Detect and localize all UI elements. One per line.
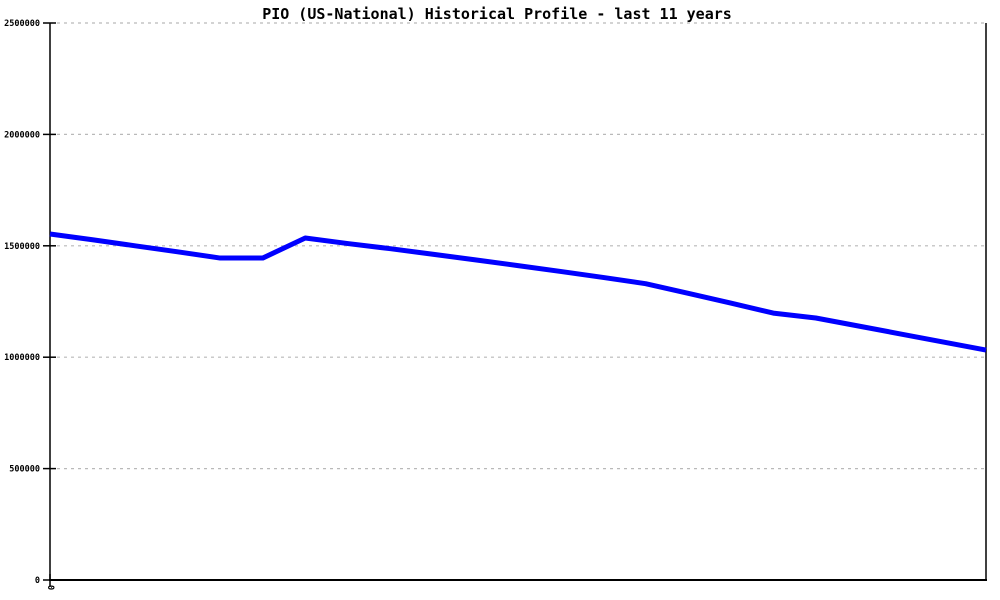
y-tick-label: 2000000 (4, 130, 40, 140)
y-tick-label: 0 (35, 576, 40, 586)
x-tick-label: 0 (45, 585, 55, 590)
y-tick-label: 1500000 (4, 242, 40, 252)
chart-title: PIO (US-National) Historical Profile - l… (262, 5, 732, 23)
y-tick-label: 2500000 (4, 19, 40, 29)
data-line (49, 231, 987, 353)
y-tick-label: 1000000 (4, 353, 40, 363)
y-tick-label: 500000 (9, 465, 40, 475)
